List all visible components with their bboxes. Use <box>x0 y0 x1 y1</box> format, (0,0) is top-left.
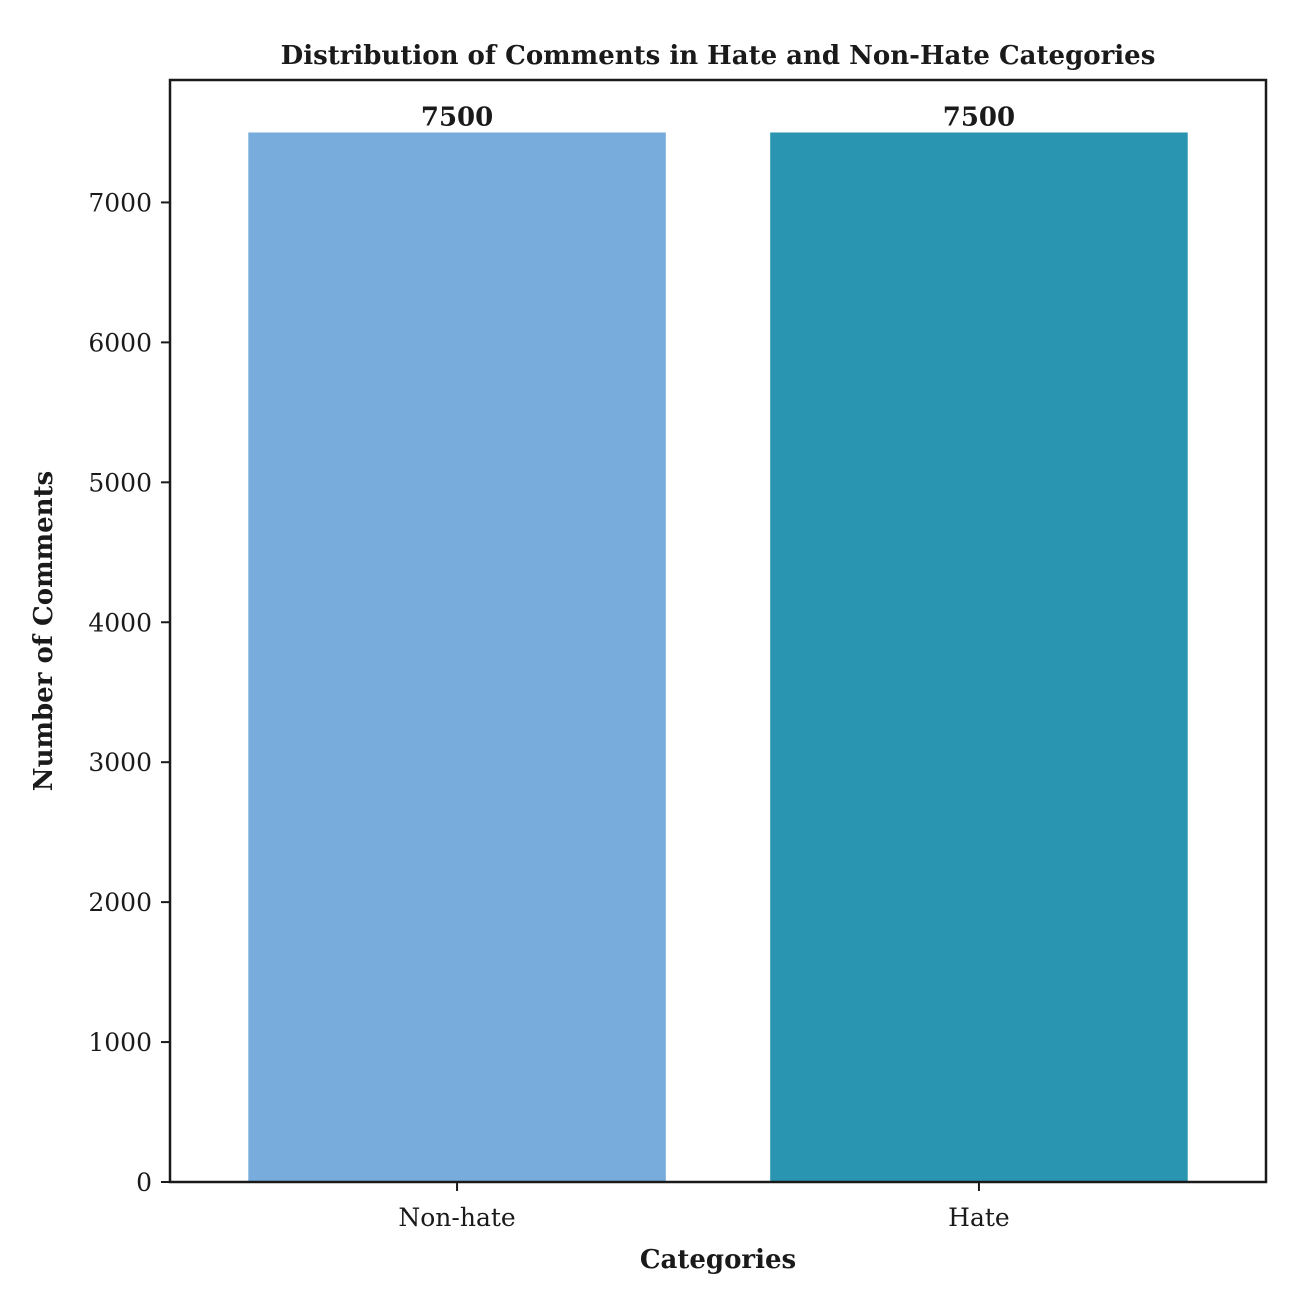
y-tick-label: 1000 <box>88 1028 152 1057</box>
plot-frame <box>168 78 1268 1184</box>
y-tick-label: 0 <box>136 1168 152 1197</box>
bar-hate <box>770 132 1188 1182</box>
chart-title: Distribution of Comments in Hate and Non… <box>281 41 1156 71</box>
bar-non-hate <box>248 132 666 1182</box>
x-tick-label: Hate <box>948 1203 1010 1232</box>
y-tick-label: 6000 <box>88 328 152 357</box>
y-tick-label: 2000 <box>88 888 152 917</box>
y-tick-label: 5000 <box>88 468 152 497</box>
y-tick-label: 7000 <box>88 188 152 217</box>
data-labels: 7500 7500 <box>421 102 1015 132</box>
bar-value-label: 7500 <box>943 102 1015 132</box>
y-axis-label: Number of Comments <box>29 471 59 791</box>
x-axis-label: Categories <box>640 1245 796 1275</box>
y-axis-ticks: 0 1000 2000 3000 4000 5000 6000 7000 <box>88 188 170 1197</box>
bar-value-label: 7500 <box>421 102 493 132</box>
bars-group <box>248 132 1188 1182</box>
x-tick-label: Non-hate <box>398 1203 515 1232</box>
x-axis-ticks: Non-hate Hate <box>398 1182 1010 1232</box>
y-tick-label: 4000 <box>88 608 152 637</box>
y-tick-label: 3000 <box>88 748 152 777</box>
